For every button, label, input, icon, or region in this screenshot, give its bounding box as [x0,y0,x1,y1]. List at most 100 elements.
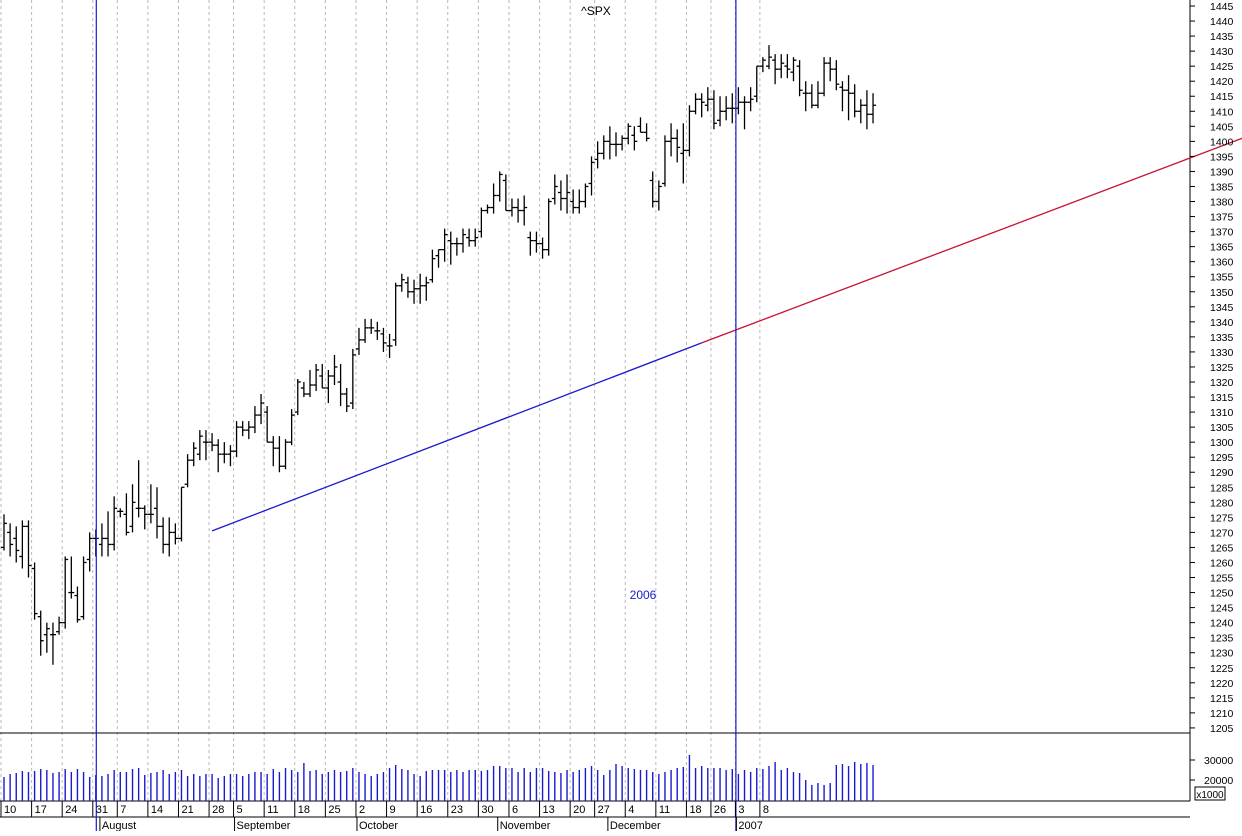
ohlc-bar [31,562,38,620]
ohlc-bar [594,141,601,169]
price-tick-label: 1400 [1210,136,1234,148]
ohlc-bar [129,484,136,533]
day-label: 11 [659,804,670,816]
ohlc-bar [111,496,118,551]
ohlc-bar [753,65,760,103]
ohlc-bar [766,45,772,70]
volume-tick-label: 20000 [1204,775,1233,787]
ohlc-bar [80,556,87,620]
day-label: 31 [96,804,108,816]
ohlc-bar [105,511,112,557]
ohlc-bar [251,406,258,434]
ohlc-bar [337,363,344,407]
ohlc-bar [13,526,20,563]
day-label: 16 [420,804,432,816]
price-tick-label: 1385 [1210,181,1234,193]
ohlc-bar [160,517,167,554]
ohlc-bar [557,180,564,211]
volume-bars [3,755,874,801]
ohlc-bar [539,237,546,259]
ohlc-bar [625,123,632,145]
price-tick-label: 1230 [1210,648,1234,660]
ohlc-bar [857,99,864,124]
ohlc-bar [460,228,466,253]
ohlc-bar [349,348,356,410]
ohlc-bar [466,228,473,247]
ohlc-bar [582,183,589,208]
ohlc-bar [307,369,313,398]
vertical-gridlines [0,0,761,801]
ohlc-bar [484,204,491,214]
day-label: 30 [481,804,493,816]
day-label: 24 [65,804,77,816]
price-tick-label: 1205 [1210,723,1234,735]
ohlc-bar [674,129,681,163]
ohlc-bar [386,333,393,358]
ohlc-bar [680,123,687,184]
price-tick-label: 1285 [1210,482,1234,494]
ohlc-bar [845,75,852,121]
month-label: 2007 [738,820,762,831]
ohlc-bar [215,439,222,473]
ohlc-bar [833,60,840,91]
price-tick-label: 1410 [1210,106,1234,118]
ohlc-bar [521,195,528,226]
day-label: 14 [151,804,163,816]
ohlc-bar [790,57,797,82]
ohlc-bar [429,249,436,283]
ohlc-bar [221,442,228,464]
ohlc-bar [649,171,656,208]
ohlc-bar [245,421,252,440]
price-tick-label: 1390 [1210,166,1234,178]
price-tick-label: 1265 [1210,542,1234,554]
day-label: 4 [628,804,634,816]
price-tick-label: 1415 [1210,91,1234,103]
ohlc-bar [435,248,442,268]
price-tick-label: 1430 [1210,46,1234,58]
ohlc-bar [839,81,846,112]
price-tick-label: 1240 [1210,618,1234,630]
price-tick-label: 1365 [1210,242,1234,254]
ohlc-bar [870,93,877,124]
day-label: 25 [328,804,340,816]
ohlc-bar [374,321,381,340]
day-label: 21 [181,804,193,816]
ohlc-bar [784,54,791,79]
ohlc-bar [698,93,705,118]
price-tick-label: 1310 [1210,407,1234,419]
ohlc-bar [313,363,320,392]
day-label: 3 [738,804,744,816]
price-tick-label: 1425 [1210,61,1234,73]
trendline [701,137,1242,344]
ohlc-bar [827,57,834,82]
ohlc-bar [496,171,503,202]
ohlc-bar [135,460,142,518]
ohlc-bar [209,433,216,452]
day-label: 9 [390,804,396,816]
price-tick-label: 1270 [1210,527,1234,539]
price-tick-label: 1275 [1210,512,1234,524]
ohlc-bar [545,198,552,256]
ohlc-bar [551,174,558,205]
price-tick-label: 1245 [1210,603,1234,615]
chart-title: ^SPX [581,4,611,18]
price-tick-label: 1220 [1210,678,1234,690]
ohlc-bar [7,523,14,557]
ohlc-bar [821,57,828,97]
price-tick-label: 1325 [1210,362,1234,374]
day-label: 2 [359,804,365,816]
ohlc-bar [154,487,160,539]
ohlc-bar [423,276,430,301]
day-label: 26 [714,804,726,816]
ohlc-bar [98,523,105,557]
ohlc-bar [515,198,522,223]
price-tick-label: 1370 [1210,227,1234,239]
ohlc-bar [74,586,81,623]
price-tick-label: 1440 [1210,16,1234,28]
price-bars [1,45,877,665]
ohlc-bar [380,327,387,352]
price-axis: 1445 1440 1435 1430 1425 1420 1415 1410 1405 1400… [1190,1,1234,735]
ohlc-bar [19,520,26,569]
ohlc-bar [710,90,717,130]
ohlc-bar [270,436,277,467]
